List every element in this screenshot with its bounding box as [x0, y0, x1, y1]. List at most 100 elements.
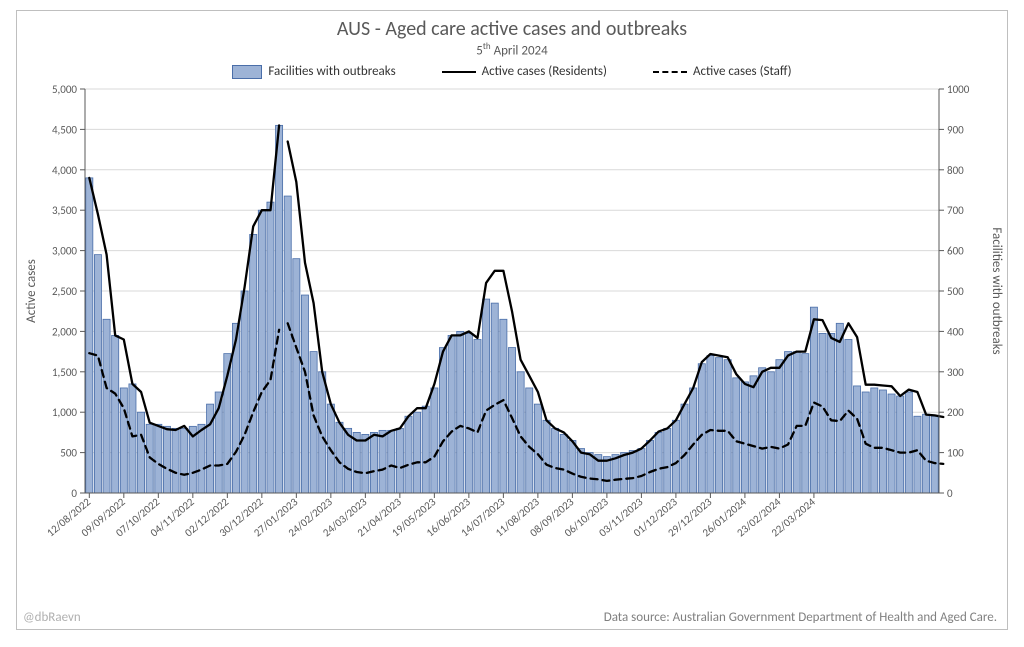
bar — [172, 429, 179, 494]
bar — [526, 388, 533, 493]
bar — [163, 427, 170, 494]
bar — [681, 404, 688, 493]
bar — [534, 404, 541, 493]
svg-text:200: 200 — [947, 407, 964, 420]
svg-text:700: 700 — [947, 205, 964, 218]
bar — [664, 429, 671, 494]
bar — [776, 360, 783, 493]
bar — [276, 126, 283, 494]
bar — [897, 396, 904, 493]
svg-text:4,500: 4,500 — [52, 124, 77, 137]
bar — [86, 178, 93, 493]
svg-text:800: 800 — [947, 164, 964, 177]
bar — [931, 417, 938, 494]
svg-text:3,500: 3,500 — [52, 205, 77, 218]
bar — [301, 295, 308, 493]
svg-text:100: 100 — [947, 447, 964, 460]
bar — [655, 433, 662, 494]
bar — [923, 415, 930, 494]
subtitle-rest: April 2024 — [491, 43, 548, 58]
legend-item-bars: Facilities with outbreaks — [232, 64, 395, 79]
svg-text:1,500: 1,500 — [52, 366, 77, 379]
bar — [750, 376, 757, 493]
bar — [879, 390, 886, 493]
bar — [431, 388, 438, 493]
bar — [715, 358, 722, 493]
svg-text:4,000: 4,000 — [52, 164, 77, 177]
bar — [241, 291, 248, 493]
bar — [828, 334, 835, 494]
chart-plot: 05001,0001,5002,0002,5003,0003,5004,0004… — [17, 79, 1007, 599]
svg-text:5,000: 5,000 — [52, 83, 77, 96]
bar — [724, 360, 731, 493]
bar — [103, 320, 110, 494]
bar — [491, 303, 498, 493]
svg-text:500: 500 — [947, 285, 964, 298]
svg-text:1000: 1000 — [947, 83, 970, 96]
footer-source: Data source: Australian Government Depar… — [604, 610, 997, 625]
bar — [483, 299, 490, 493]
bar — [759, 368, 766, 493]
bar — [793, 352, 800, 493]
bar — [543, 421, 550, 494]
bar — [465, 334, 472, 494]
bar — [439, 348, 446, 493]
bar — [707, 356, 714, 493]
bar — [258, 211, 265, 494]
bar — [457, 332, 464, 494]
legend-label-dashed: Active cases (Staff) — [693, 64, 792, 79]
svg-text:900: 900 — [947, 124, 964, 137]
bar — [293, 259, 300, 493]
bar — [405, 417, 412, 494]
svg-text:1,000: 1,000 — [52, 407, 77, 420]
svg-text:500: 500 — [60, 447, 77, 460]
bar — [370, 433, 377, 494]
bar — [250, 235, 257, 494]
bar — [672, 421, 679, 494]
chart-title: AUS - Aged care active cases and outbrea… — [17, 17, 1007, 41]
bar — [836, 324, 843, 494]
bar — [577, 449, 584, 493]
svg-text:600: 600 — [947, 245, 964, 258]
bar — [905, 392, 912, 493]
bar — [629, 451, 636, 493]
bar — [345, 429, 352, 494]
bar — [646, 441, 653, 494]
legend-label-bars: Facilities with outbreaks — [268, 64, 395, 79]
bar — [845, 340, 852, 494]
bar — [388, 431, 395, 494]
legend-label-solid: Active cases (Residents) — [482, 64, 607, 79]
bar — [129, 384, 136, 493]
dash-swatch-icon — [653, 71, 687, 73]
bar — [138, 413, 145, 494]
bar — [690, 388, 697, 493]
svg-text:Facilities with outbreaks: Facilities with outbreaks — [989, 228, 1004, 355]
chart-container: AUS - Aged care active cases and outbrea… — [16, 10, 1008, 630]
author-handle: @dbRaevn — [23, 610, 81, 625]
svg-text:0: 0 — [71, 487, 77, 500]
svg-text:3,000: 3,000 — [52, 245, 77, 258]
bar — [198, 425, 205, 494]
bar — [112, 336, 119, 494]
chart-subtitle: 5th April 2024 — [17, 41, 1007, 58]
bar — [888, 394, 895, 493]
bar-swatch-icon — [232, 65, 262, 79]
bar — [284, 196, 291, 493]
bar — [155, 425, 162, 494]
bar — [767, 372, 774, 493]
bar — [612, 455, 619, 493]
legend-item-solid: Active cases (Residents) — [442, 64, 607, 79]
bar — [569, 441, 576, 494]
bar — [94, 255, 101, 493]
bar — [448, 336, 455, 494]
bar — [638, 449, 645, 493]
bar — [379, 431, 386, 494]
bar — [267, 202, 274, 493]
bar — [552, 429, 559, 494]
svg-text:2,500: 2,500 — [52, 285, 77, 298]
bar — [785, 352, 792, 493]
bar — [621, 453, 628, 493]
svg-text:300: 300 — [947, 366, 964, 379]
bar — [474, 340, 481, 494]
svg-text:0: 0 — [947, 487, 953, 500]
